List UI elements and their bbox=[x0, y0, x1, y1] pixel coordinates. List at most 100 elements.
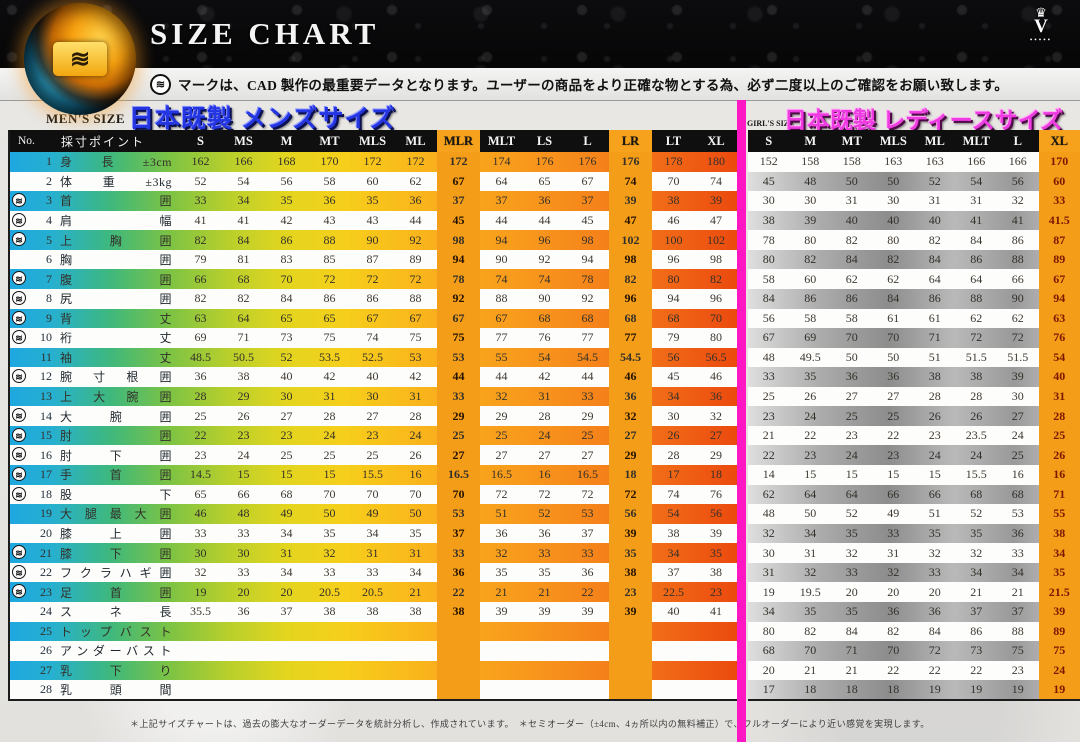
mens-value-cell: 80 bbox=[667, 271, 680, 286]
mens-value-cell: 180 bbox=[707, 154, 725, 169]
girls-value-cell: 68 bbox=[1011, 486, 1024, 501]
girls-value-cell: 39 bbox=[1038, 601, 1080, 622]
row-number: 14 ≋ bbox=[9, 406, 57, 426]
mens-value-cell: 172 bbox=[406, 154, 425, 169]
girls-header-row: S M MT MLS ML MLT L XL bbox=[748, 130, 1080, 152]
girls-value-cell: 51.5 bbox=[965, 349, 987, 364]
girls-row-7: 58 60 62 62 64 64 66 67 bbox=[748, 269, 1080, 289]
mens-value-cell: 81 bbox=[237, 252, 250, 267]
girls-value-cell: 41 bbox=[970, 212, 983, 227]
girls-value-cell: 86 bbox=[804, 291, 817, 306]
girls-col-MT: MT bbox=[841, 133, 862, 148]
mens-value-cell: 36 bbox=[538, 193, 551, 208]
mens-value-cell bbox=[222, 661, 265, 681]
mens-value-cell bbox=[609, 680, 652, 700]
mens-value-cell: 42 bbox=[280, 212, 293, 227]
girls-value-cell: 36 bbox=[845, 369, 858, 384]
mens-value-cell: 36 bbox=[323, 193, 336, 208]
girls-value-cell: 63 bbox=[1038, 308, 1080, 329]
mens-value-cell: 98 bbox=[609, 249, 652, 270]
row-label: 肩幅 bbox=[60, 213, 172, 228]
girls-row-22: 31 32 33 32 33 34 34 35 bbox=[748, 562, 1080, 583]
girls-row-8: 84 86 86 84 86 88 90 94 bbox=[748, 288, 1080, 309]
girls-value-cell: 34 bbox=[804, 525, 817, 540]
mens-col-MLT: MLT bbox=[487, 133, 516, 148]
mens-value-cell: 162 bbox=[191, 154, 210, 169]
mens-value-cell: 56 bbox=[667, 349, 680, 364]
girls-value-cell: 28 bbox=[1038, 406, 1080, 426]
mens-value-cell: 65 bbox=[538, 173, 551, 188]
mens-value-cell: 38 bbox=[609, 562, 652, 583]
row-label: スネ長 bbox=[60, 605, 172, 620]
girls-value-cell: 48 bbox=[804, 173, 817, 188]
girls-row-10: 67 69 70 70 71 72 72 76 bbox=[748, 328, 1080, 348]
girls-value-cell: 166 bbox=[967, 154, 986, 169]
girls-value-cell: 170 bbox=[1038, 152, 1080, 172]
mens-row-2: 2 体重±3kg 52 54 56 58 60 62 67 64 65 67 74 70 74 bbox=[9, 171, 738, 192]
mens-value-cell: 48 bbox=[237, 506, 250, 521]
mens-value-cell: 52 bbox=[538, 506, 551, 521]
mens-value-cell: 47 bbox=[609, 210, 652, 231]
mens-col-L: L bbox=[583, 133, 592, 148]
mens-value-cell: 65 bbox=[323, 310, 336, 325]
crown-icon: ♛ bbox=[1035, 5, 1047, 20]
mens-value-cell: 69 bbox=[194, 330, 207, 345]
girls-value-cell: 32 bbox=[887, 565, 900, 580]
girls-value-cell: 66 bbox=[887, 486, 900, 501]
girls-value-cell: 19 bbox=[1011, 681, 1024, 696]
mens-value-cell: 94 bbox=[437, 249, 480, 270]
girls-value-cell: 52 bbox=[928, 173, 941, 188]
row-number: 5 ≋ bbox=[9, 230, 57, 250]
mens-value-cell: 36 bbox=[538, 525, 551, 540]
girls-value-cell: 88 bbox=[1011, 252, 1024, 267]
row-label: 手首囲 bbox=[60, 468, 172, 483]
mens-value-cell: 34 bbox=[280, 525, 293, 540]
mens-value-cell: 22 bbox=[581, 584, 594, 599]
girls-value-cell: 18 bbox=[804, 681, 817, 696]
mens-value-cell: 28 bbox=[538, 408, 551, 423]
mens-value-cell: 30 bbox=[237, 545, 250, 560]
girls-row-19: 48 50 52 49 51 52 53 55 bbox=[748, 504, 1080, 524]
girls-size-table: S M MT MLS ML MLT L XL 152 158 158 163 163 166 166 170… bbox=[748, 130, 1080, 701]
mens-value-cell: 30 bbox=[194, 545, 207, 560]
girls-value-cell: 35 bbox=[970, 525, 983, 540]
mens-row-8: 8 ≋ 尻囲 82 82 84 86 86 88 92 88 90 92 96 94 96 bbox=[9, 288, 738, 309]
girls-value-cell: 60 bbox=[1038, 171, 1080, 192]
row-label: 裄丈 bbox=[60, 331, 172, 346]
mens-value-cell: 23 bbox=[366, 428, 379, 443]
mens-col-MT: MT bbox=[319, 133, 340, 148]
mens-value-cell: 74 bbox=[710, 173, 722, 188]
row-label: 上大腕囲 bbox=[60, 390, 172, 405]
girls-col-ML: ML bbox=[924, 133, 945, 148]
mens-value-cell: 46 bbox=[710, 369, 722, 384]
mens-value-cell: 94 bbox=[495, 232, 508, 247]
mens-value-cell: 67 bbox=[495, 310, 508, 325]
mens-value-cell bbox=[222, 680, 265, 700]
mens-value-cell: 23 bbox=[609, 582, 652, 602]
mens-value-cell: 84 bbox=[280, 291, 293, 306]
row-number: 17 ≋ bbox=[9, 465, 57, 485]
mens-row-19: 19 大腿最大囲 46 48 49 50 49 50 53 51 52 53 56 54 56 bbox=[9, 504, 738, 524]
mens-value-cell: 82 bbox=[710, 271, 722, 286]
mens-value-cell: 32 bbox=[609, 406, 652, 426]
mens-row-9: 9 ≋ 背丈 63 64 65 65 67 67 67 67 68 68 68 68 70 bbox=[9, 308, 738, 329]
row-label: 乳頭間 bbox=[60, 682, 172, 697]
mens-value-cell: 70 bbox=[437, 484, 480, 505]
mens-value-cell: 54 bbox=[667, 506, 680, 521]
mens-value-cell: 25 bbox=[581, 428, 594, 443]
mens-value-cell: 32 bbox=[495, 389, 508, 404]
mens-value-cell bbox=[394, 641, 437, 661]
mens-value-cell: 86 bbox=[280, 232, 293, 247]
wave-mark-icon: ≋ bbox=[12, 408, 26, 423]
girls-value-cell: 48 bbox=[762, 506, 775, 521]
mens-value-cell: 98 bbox=[710, 252, 722, 267]
girls-value-cell: 64 bbox=[845, 486, 858, 501]
mens-value-cell: 75 bbox=[323, 330, 336, 345]
mens-value-cell: 82 bbox=[194, 232, 207, 247]
mens-value-cell: 23 bbox=[280, 428, 293, 443]
mens-value-cell: 102 bbox=[707, 232, 725, 247]
girls-value-cell: 28 bbox=[970, 389, 983, 404]
mens-value-cell: 70 bbox=[710, 310, 722, 325]
girls-row-26: 68 70 71 70 72 73 75 75 bbox=[748, 641, 1080, 661]
mens-value-cell: 29 bbox=[237, 389, 250, 404]
